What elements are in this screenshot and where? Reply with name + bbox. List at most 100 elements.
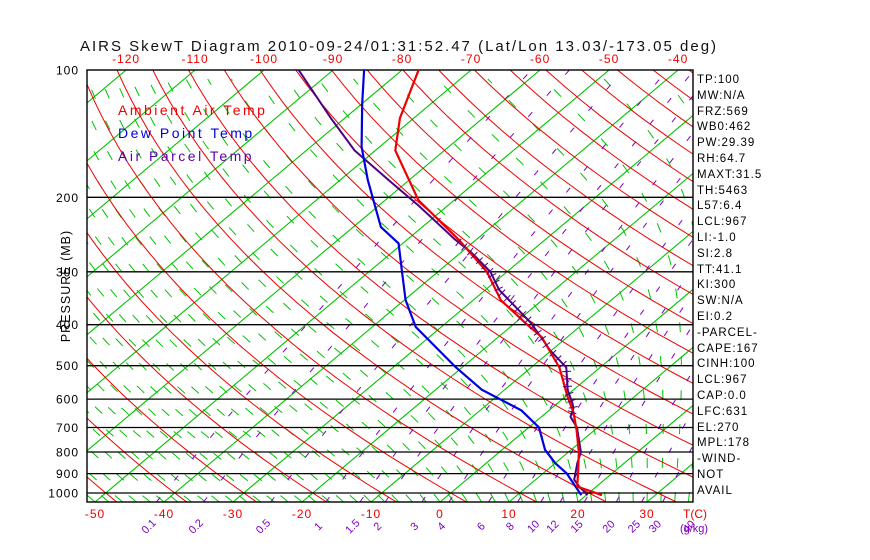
cape-hatch-tick [561, 370, 572, 373]
top-axis-label: -90 [323, 52, 343, 66]
moist-adiabat-line [147, 78, 510, 502]
pressure-axis-label: 800 [56, 446, 79, 460]
legend-dew-point-temp: Dew Point Temp [118, 125, 255, 141]
moist-adiabat-line [0, 79, 26, 502]
mixing-ratio-label: 10 [525, 518, 542, 535]
cape-hatch-tick [567, 410, 577, 415]
dry-adiabat-line [366, 70, 693, 325]
temp-unit-label: T(C) [683, 507, 707, 521]
cape-hatch-tick [564, 391, 574, 396]
pressure-axis-label: 200 [56, 191, 79, 205]
moist-adiabat-line [87, 332, 275, 502]
moist-adiabat-line [87, 346, 261, 502]
cape-hatch-tick [568, 406, 578, 409]
mixing-ratio-label: 3 [408, 520, 421, 533]
cape-hatch-tick [494, 286, 503, 292]
dry-adiabat-line [581, 70, 693, 155]
moist-adiabat-line [0, 79, 67, 502]
legend-air-parcel-temp: Air Parcel Temp [118, 148, 255, 164]
cape-hatch-tick [524, 316, 532, 324]
pressure-axis-title: PRESSURE (MB) [59, 230, 73, 342]
moist-adiabat-line [87, 161, 413, 502]
moist-adiabat-line [392, 78, 634, 502]
isotherm-line [301, 172, 693, 502]
stat-line: RH:64.7 [697, 152, 747, 165]
moist-adiabat-line [87, 359, 248, 502]
mixing-ratio-label: 4 [435, 520, 448, 533]
cape-hatch-tick [542, 342, 551, 349]
mixing-ratio-line [488, 204, 693, 502]
stat-line: LFC:631 [697, 405, 749, 418]
temp-profile-line [394, 70, 603, 497]
pressure-axis-label: 400 [56, 318, 79, 332]
stat-line: EL:270 [697, 421, 740, 434]
cape-hatch-tick [475, 257, 483, 265]
dry-adiabat-line [474, 70, 693, 238]
moist-adiabat-line [437, 78, 648, 502]
stat-line: TH:5463 [697, 184, 749, 197]
bottom-axis-label: -30 [223, 507, 243, 521]
pressure-axis-label: 700 [56, 421, 79, 435]
stat-line: KI:300 [697, 279, 737, 292]
moist-adiabat-line [256, 78, 579, 502]
moist-adiabat-line [87, 204, 386, 502]
top-axis-label: -110 [182, 52, 209, 66]
moist-adiabat-line [87, 482, 110, 502]
moist-adiabat-line [0, 79, 40, 502]
mixing-ratio-line [270, 70, 624, 502]
stat-line: CAPE:167 [697, 342, 759, 355]
dry-adiabat-line [152, 70, 677, 502]
cape-hatch-tick [491, 279, 500, 285]
cape-hatch-tick [513, 305, 522, 313]
moist-adiabat-line [285, 78, 593, 502]
stat-line: SI:2.8 [697, 247, 734, 260]
cape-hatch-tick [559, 360, 567, 368]
cape-hatch-tick [538, 335, 547, 342]
mixing-ratio-label: 20 [601, 518, 618, 535]
moist-adiabat-line [487, 78, 664, 502]
stat-line: LI:-1.0 [697, 231, 737, 244]
cape-hatch-tick [467, 247, 474, 256]
cape-hatch-tick [498, 289, 506, 297]
pressure-axis-label: 600 [56, 393, 79, 407]
dry-adiabat-line [295, 70, 693, 384]
isotherm-line [87, 70, 472, 394]
mixing-ratio-label: 12 [544, 518, 561, 535]
stat-line: LCL:967 [697, 374, 748, 387]
moist-adiabat-line [230, 78, 565, 502]
dry-adiabat-line [0, 70, 47, 502]
top-axis-label: -40 [668, 52, 688, 66]
mixing-ratio-line [421, 132, 693, 502]
stat-line: MW:N/A [697, 89, 746, 102]
cape-hatch-tick [529, 323, 538, 330]
moist-adiabat-line [87, 183, 399, 502]
bottom-axis-label: 10 [501, 507, 516, 521]
mixing-ratio-line [517, 238, 693, 502]
moist-adiabat-line [353, 78, 620, 502]
pressure-axis-label: 300 [56, 265, 79, 279]
bottom-axis-label: 20 [570, 507, 585, 521]
top-axis-label: -100 [250, 52, 278, 66]
isotherm-line [232, 114, 693, 502]
stats-column: TP:100 MW:N/A FRZ:569 WB0:462 PW:29.39 RH:64.… [697, 73, 762, 500]
stat-line: -PARCEL- [697, 326, 758, 339]
bottom-axis-label: -20 [292, 507, 312, 521]
top-axis-label: -60 [530, 52, 550, 66]
dry-adiabat-line [509, 70, 693, 210]
stat-line: AVAIL [697, 484, 733, 497]
isotherm-line [87, 70, 334, 278]
moist-adiabat-line [87, 304, 303, 502]
mixing-ratio-label: 1 [312, 520, 325, 533]
cape-hatch-tick [519, 310, 527, 318]
moist-adiabat-line [87, 289, 317, 502]
moist-adiabat-line [87, 274, 330, 502]
dry-adiabat-line [87, 296, 327, 502]
cape-hatch-tick [562, 385, 572, 388]
dry-adiabat-line [87, 417, 187, 502]
cape-hatch-tick [508, 300, 516, 308]
stat-line: EI:0.2 [697, 310, 734, 323]
mixing-ratio-label: 8 [504, 520, 517, 533]
legend-ambient-air-temp: Ambient Air Temp [118, 102, 268, 118]
stat-line: SW:N/A [697, 295, 744, 308]
bottom-axis-label: -40 [154, 507, 174, 521]
